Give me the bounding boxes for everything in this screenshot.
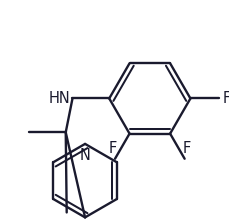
Text: F: F	[109, 141, 117, 156]
Text: N: N	[79, 148, 90, 163]
Text: HN: HN	[49, 91, 70, 106]
Text: F: F	[221, 91, 229, 106]
Text: F: F	[182, 141, 190, 156]
